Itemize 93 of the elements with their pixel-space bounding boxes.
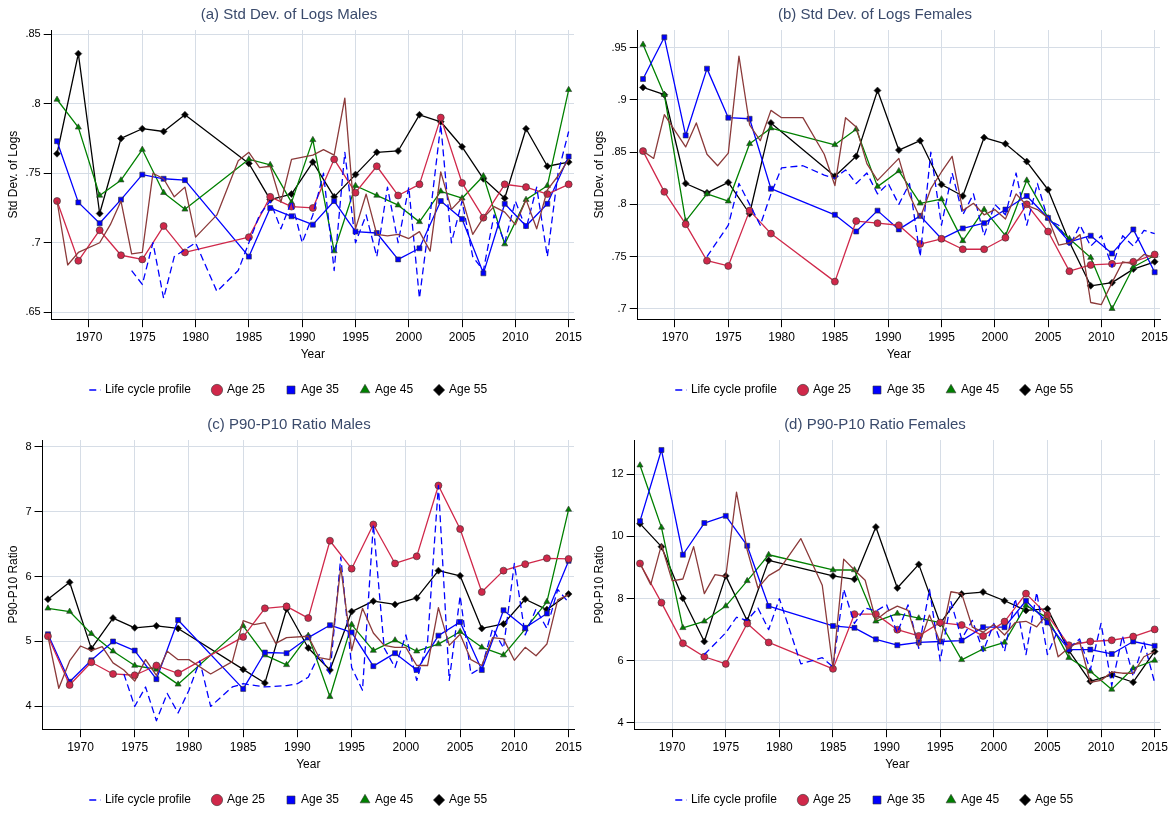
legend-label: Life cycle profile (104, 382, 192, 397)
x-tick-label: 2010 (500, 739, 529, 754)
y-axis-title: P90-P10 Ratio (5, 545, 20, 624)
y-tick-label: 4 (25, 699, 32, 712)
y-tick-label: .8 (31, 96, 41, 109)
y-axis-title: P90-P10 Ratio (591, 545, 606, 624)
legend-label: Age 35 (300, 382, 340, 397)
y-tick-label: 10 (611, 529, 624, 542)
y-tick-label: 6 (617, 653, 624, 666)
legend-label: Age 35 (886, 792, 926, 807)
x-tick-label: 1970 (75, 329, 103, 344)
x-tick-label: 1975 (121, 739, 149, 754)
x-tick-label: 2010 (502, 329, 530, 344)
y-tick-label: 8 (617, 591, 624, 604)
x-tick-label: 1980 (766, 739, 794, 754)
x-tick-label: 2010 (1088, 329, 1116, 344)
x-axis-title: Year (885, 757, 910, 772)
legend-label: Age 55 (1035, 792, 1074, 807)
y-axis-title: Std Dev. of Logs (591, 130, 606, 219)
x-tick-label: 1970 (661, 329, 689, 344)
y-tick-label: .8 (617, 197, 627, 210)
x-tick-label: 1980 (768, 329, 796, 344)
x-tick-label: 2000 (392, 739, 420, 754)
x-tick-label: 1995 (928, 329, 956, 344)
x-tick-label: 1985 (235, 329, 263, 344)
x-tick-label: 1985 (819, 739, 847, 754)
x-tick-label: 1975 (128, 329, 156, 344)
x-axis-title: Year (296, 757, 321, 772)
x-axis-title: Year (300, 347, 325, 362)
y-tick-label: .85 (25, 27, 41, 40)
y-tick-label: 8 (25, 439, 32, 452)
legend-label: Age 55 (1035, 382, 1074, 397)
legend-label: Age 35 (886, 382, 926, 397)
x-tick-label: 2005 (1034, 329, 1062, 344)
legend-label: Age 25 (226, 792, 266, 807)
x-tick-label: 1990 (873, 739, 901, 754)
x-tick-label: 1995 (926, 739, 954, 754)
y-tick-label: 12 (611, 467, 624, 480)
legend-label: Age 45 (375, 382, 414, 397)
y-tick-label: .75 (25, 166, 41, 179)
y-tick-label: .9 (617, 92, 627, 105)
legend-label: Life cycle profile (690, 792, 778, 807)
chart-title: (b) Std Dev. of Logs Females (778, 5, 972, 23)
legend-label: Life cycle profile (690, 382, 778, 397)
x-tick-label: 2005 (1034, 739, 1062, 754)
legend-label: Age 55 (449, 382, 488, 397)
x-tick-label: 2015 (555, 329, 583, 344)
y-tick-label: .95 (611, 40, 627, 53)
x-tick-label: 1970 (67, 739, 95, 754)
x-tick-label: 1980 (175, 739, 203, 754)
x-tick-label: 2005 (448, 329, 476, 344)
y-tick-label: 5 (25, 634, 32, 647)
chart-title: (c) P90-P10 Ratio Males (207, 415, 371, 433)
x-tick-label: 1970 (658, 739, 686, 754)
legend-label: Age 35 (300, 792, 340, 807)
legend-label: Age 55 (449, 792, 488, 807)
y-tick-label: 6 (25, 569, 32, 582)
chart-title: (d) P90-P10 Ratio Females (784, 415, 966, 433)
legend-label: Age 45 (961, 792, 1000, 807)
y-tick-label: .7 (617, 301, 627, 314)
x-tick-label: 2005 (446, 739, 474, 754)
chart-title: (a) Std Dev. of Logs Males (200, 5, 378, 23)
y-tick-label: 4 (617, 716, 624, 729)
legend-label: Age 25 (812, 792, 852, 807)
x-tick-label: 1995 (342, 329, 370, 344)
x-tick-label: 1985 (229, 739, 257, 754)
x-tick-label: 1990 (284, 739, 312, 754)
y-tick-label: .65 (25, 305, 41, 318)
x-axis-title: Year (886, 347, 911, 362)
x-tick-label: 1990 (288, 329, 316, 344)
x-tick-label: 2000 (980, 739, 1008, 754)
y-tick-label: .7 (31, 235, 41, 248)
x-tick-label: 2015 (1141, 739, 1169, 754)
x-tick-label: 2010 (1087, 739, 1115, 754)
x-tick-label: 2000 (395, 329, 423, 344)
legend-label: Age 25 (812, 382, 852, 397)
x-tick-label: 1995 (338, 739, 366, 754)
x-tick-label: 2015 (555, 739, 583, 754)
x-tick-label: 1975 (712, 739, 740, 754)
y-tick-label: .85 (611, 145, 627, 158)
x-tick-label: 1990 (874, 329, 902, 344)
y-axis-title: Std Dev. of Logs (5, 130, 20, 219)
x-tick-label: 1985 (821, 329, 849, 344)
legend-label: Age 45 (961, 382, 1000, 397)
legend-label: Age 25 (226, 382, 266, 397)
x-tick-label: 2000 (981, 329, 1009, 344)
legend-label: Life cycle profile (104, 792, 192, 807)
y-tick-label: .75 (611, 249, 627, 262)
legend-label: Age 45 (375, 792, 414, 807)
y-tick-label: 7 (25, 504, 32, 517)
x-tick-label: 2015 (1141, 329, 1169, 344)
x-tick-label: 1980 (182, 329, 210, 344)
x-tick-label: 1975 (714, 329, 742, 344)
